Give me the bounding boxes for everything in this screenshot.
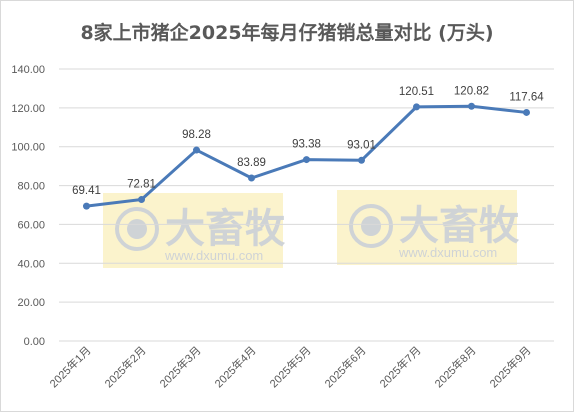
x-tick-label: 2025年9月 (487, 343, 534, 390)
data-label: 72.81 (127, 179, 156, 191)
data-point (523, 108, 530, 116)
x-tick-label: 2025年6月 (322, 343, 369, 390)
y-tick-label: 80.00 (17, 181, 45, 193)
y-tick-label: 100.00 (11, 142, 45, 154)
x-tick-label: 2025年1月 (47, 343, 94, 390)
data-label: 93.01 (347, 139, 376, 151)
chart-title: 8家上市猪企2025年每月仔猪销总量对比 (万头) (80, 22, 494, 44)
data-point (248, 174, 255, 182)
data-point (303, 156, 310, 164)
x-tick-label: 2025年5月 (267, 343, 314, 390)
data-label: 83.89 (237, 157, 266, 169)
data-point (468, 102, 475, 110)
y-tick-label: 140.00 (11, 64, 45, 76)
data-label: 98.28 (182, 129, 211, 141)
data-label: 93.38 (292, 139, 321, 151)
y-tick-label: 40.00 (17, 258, 45, 270)
watermark-name: 大畜牧 (165, 206, 286, 252)
data-point (413, 103, 420, 111)
x-tick-label: 2025年7月 (377, 343, 424, 390)
watermark-url: www.dxumu.com (164, 248, 263, 263)
y-tick-label: 60.00 (17, 219, 45, 231)
data-label: 120.82 (454, 85, 489, 97)
y-tick-label: 120.00 (11, 103, 45, 115)
watermark-logo-dot (361, 216, 381, 236)
watermark-logo-icon (115, 207, 159, 251)
watermark-name: 大畜牧 (399, 203, 520, 249)
x-tick-label: 2025年4月 (212, 343, 259, 390)
x-tick-label: 2025年8月 (432, 343, 479, 390)
x-tick-label: 2025年3月 (157, 343, 204, 390)
watermark-logo-icon (349, 204, 393, 248)
data-point (138, 196, 145, 204)
data-point (193, 146, 200, 154)
y-tick-label: 20.00 (17, 297, 45, 309)
data-point (83, 202, 90, 210)
y-tick-label: 0.00 (24, 336, 45, 348)
watermark-url: www.dxumu.com (398, 245, 497, 260)
x-tick-label: 2025年2月 (102, 343, 149, 390)
data-label: 120.51 (399, 86, 434, 98)
data-label: 69.41 (72, 185, 101, 197)
watermark-logo-dot (127, 219, 147, 239)
data-label: 117.64 (509, 91, 544, 103)
data-point (358, 156, 365, 164)
